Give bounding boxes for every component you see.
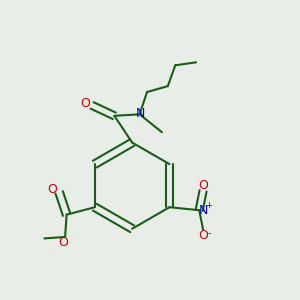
Text: O: O <box>199 179 208 192</box>
Text: O: O <box>199 229 208 242</box>
Text: O: O <box>47 183 57 196</box>
Text: N: N <box>136 107 145 120</box>
Text: O: O <box>81 98 90 110</box>
Text: -: - <box>208 228 211 238</box>
Text: +: + <box>205 201 212 210</box>
Text: O: O <box>59 236 69 249</box>
Text: N: N <box>199 204 208 217</box>
